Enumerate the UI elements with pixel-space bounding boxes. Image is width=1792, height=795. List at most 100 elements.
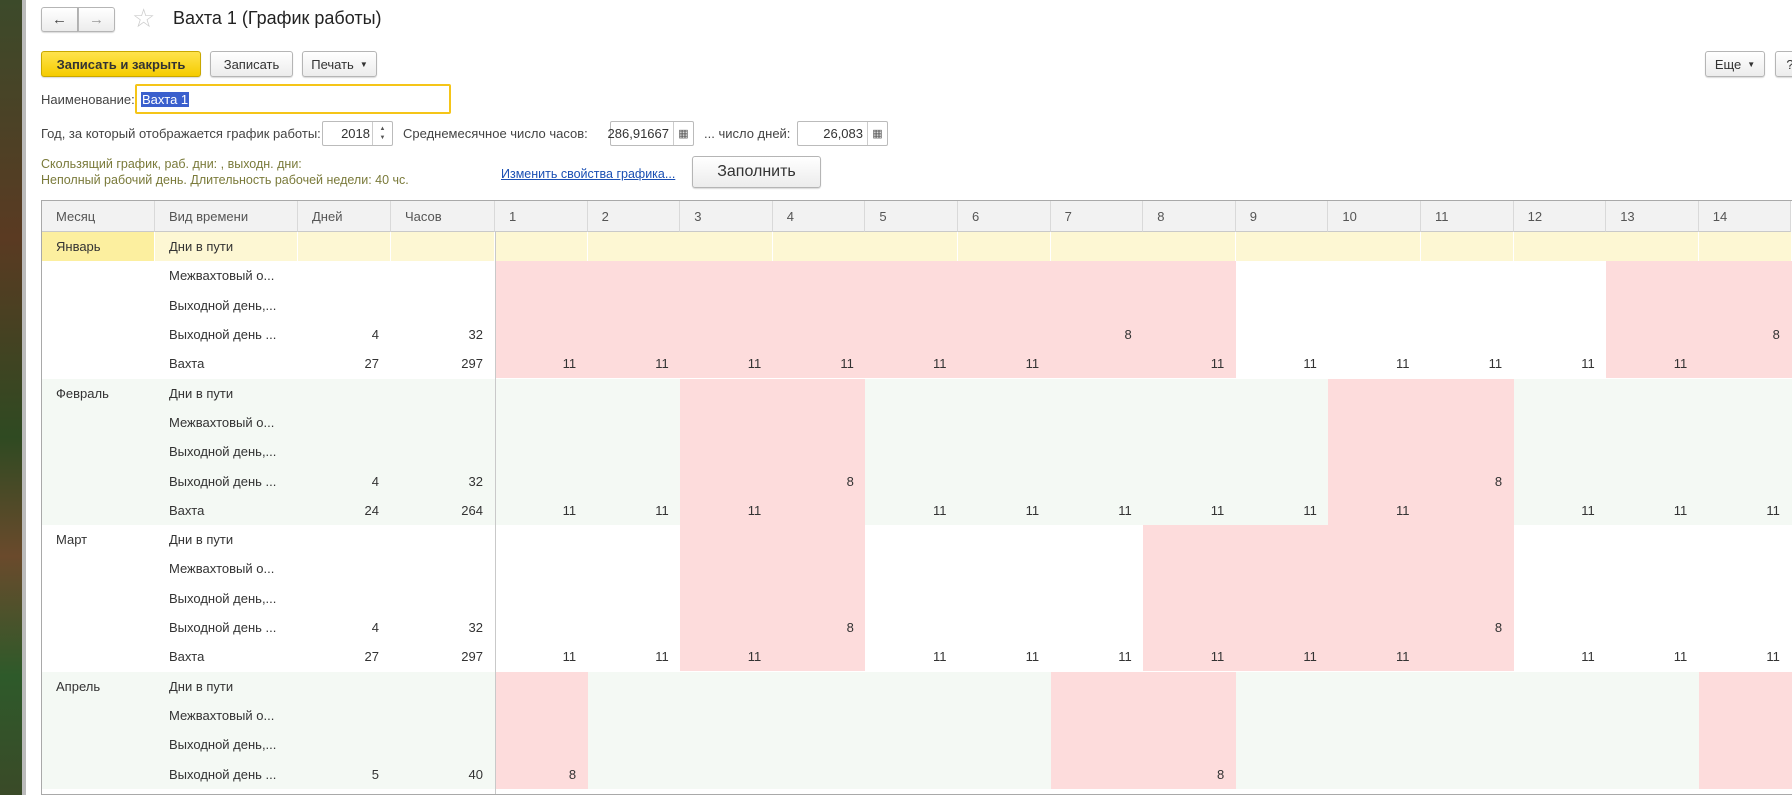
day-cell[interactable] bbox=[1513, 319, 1607, 350]
column-header[interactable]: 10 bbox=[1328, 201, 1421, 232]
day-cell[interactable] bbox=[772, 700, 866, 731]
day-cell[interactable] bbox=[772, 583, 866, 613]
day-cell[interactable] bbox=[1421, 759, 1515, 789]
day-cell[interactable]: 11 bbox=[680, 349, 774, 379]
day-cell[interactable] bbox=[1606, 466, 1700, 496]
day-cell[interactable] bbox=[680, 437, 774, 467]
day-cell[interactable] bbox=[865, 232, 959, 262]
day-cell[interactable] bbox=[1050, 612, 1144, 643]
day-cell[interactable] bbox=[1328, 583, 1422, 613]
day-cell[interactable] bbox=[958, 407, 1052, 438]
day-cell[interactable] bbox=[772, 554, 866, 584]
day-cell[interactable] bbox=[1698, 261, 1792, 291]
month-cell[interactable] bbox=[42, 730, 155, 760]
days-cell[interactable] bbox=[298, 290, 391, 320]
day-cell[interactable] bbox=[865, 700, 959, 731]
day-cell[interactable] bbox=[1143, 407, 1237, 438]
hours-cell[interactable] bbox=[391, 525, 495, 555]
day-cell[interactable] bbox=[1698, 290, 1792, 320]
days-cell[interactable] bbox=[298, 554, 391, 584]
day-cell[interactable] bbox=[1143, 378, 1237, 408]
day-cell[interactable] bbox=[958, 700, 1052, 731]
day-cell[interactable] bbox=[1143, 671, 1237, 701]
day-cell[interactable] bbox=[958, 261, 1052, 291]
day-cell[interactable] bbox=[865, 612, 959, 643]
day-cell[interactable] bbox=[865, 583, 959, 613]
hours-cell[interactable] bbox=[391, 378, 495, 408]
day-cell[interactable] bbox=[495, 612, 589, 643]
hours-cell[interactable] bbox=[391, 554, 495, 584]
day-cell[interactable] bbox=[1606, 437, 1700, 467]
time-type-cell[interactable]: Межвахтовый о... bbox=[155, 261, 298, 291]
day-cell[interactable] bbox=[680, 290, 774, 320]
day-cell[interactable] bbox=[865, 407, 959, 438]
day-cell[interactable] bbox=[495, 525, 589, 555]
day-cell[interactable] bbox=[958, 671, 1052, 701]
day-cell[interactable]: 11 bbox=[1235, 495, 1329, 525]
month-cell[interactable] bbox=[42, 583, 155, 613]
day-cell[interactable] bbox=[680, 407, 774, 438]
day-cell[interactable]: 8 bbox=[1421, 466, 1515, 496]
time-type-cell[interactable]: Выходной день,... bbox=[155, 290, 298, 320]
day-cell[interactable]: 11 bbox=[1513, 495, 1607, 525]
day-cell[interactable] bbox=[1328, 261, 1422, 291]
day-cell[interactable] bbox=[1143, 466, 1237, 496]
time-type-cell[interactable]: Выходной день ... bbox=[155, 612, 298, 643]
days-cell[interactable]: 4 bbox=[298, 319, 391, 350]
day-cell[interactable] bbox=[1328, 466, 1422, 496]
day-cell[interactable] bbox=[1698, 407, 1792, 438]
day-cell[interactable]: 11 bbox=[1050, 495, 1144, 525]
day-cell[interactable] bbox=[495, 700, 589, 731]
day-cell[interactable] bbox=[587, 612, 681, 643]
column-header[interactable]: Вид времени bbox=[155, 201, 298, 232]
day-cell[interactable] bbox=[1421, 525, 1515, 555]
day-cell[interactable] bbox=[1328, 437, 1422, 467]
day-cell[interactable] bbox=[1143, 525, 1237, 555]
spinner-icon[interactable]: ▲ ▼ bbox=[372, 122, 392, 145]
day-cell[interactable] bbox=[772, 319, 866, 350]
day-cell[interactable] bbox=[1235, 290, 1329, 320]
day-cell[interactable] bbox=[1698, 554, 1792, 584]
day-cell[interactable] bbox=[587, 525, 681, 555]
day-cell[interactable] bbox=[1513, 612, 1607, 643]
day-cell[interactable]: 11 bbox=[587, 642, 681, 672]
day-cell[interactable] bbox=[1421, 407, 1515, 438]
day-cell[interactable] bbox=[1235, 671, 1329, 701]
day-cell[interactable] bbox=[680, 466, 774, 496]
month-cell[interactable]: Март bbox=[42, 525, 155, 555]
day-cell[interactable] bbox=[1698, 437, 1792, 467]
day-cell[interactable] bbox=[1050, 525, 1144, 555]
day-cell[interactable]: 11 bbox=[1143, 495, 1237, 525]
day-cell[interactable] bbox=[1421, 554, 1515, 584]
day-cell[interactable] bbox=[680, 730, 774, 760]
day-cell[interactable] bbox=[1606, 407, 1700, 438]
days-cell[interactable]: 4 bbox=[298, 466, 391, 496]
time-type-cell[interactable]: Выходной день,... bbox=[155, 583, 298, 613]
day-cell[interactable]: 11 bbox=[1328, 495, 1422, 525]
day-cell[interactable] bbox=[1513, 437, 1607, 467]
hours-cell[interactable]: 32 bbox=[391, 612, 495, 643]
time-type-cell[interactable]: Дни в пути bbox=[155, 378, 298, 408]
column-header[interactable]: 3 bbox=[680, 201, 773, 232]
day-cell[interactable]: 11 bbox=[958, 495, 1052, 525]
day-cell[interactable] bbox=[865, 261, 959, 291]
day-cell[interactable] bbox=[958, 290, 1052, 320]
day-cell[interactable] bbox=[1050, 671, 1144, 701]
help-button[interactable]: ? bbox=[1775, 51, 1792, 77]
day-cell[interactable] bbox=[680, 554, 774, 584]
day-cell[interactable] bbox=[1513, 378, 1607, 408]
column-header[interactable]: 13 bbox=[1606, 201, 1699, 232]
day-cell[interactable]: 11 bbox=[495, 349, 589, 379]
day-cell[interactable] bbox=[1606, 290, 1700, 320]
day-cell[interactable] bbox=[1513, 407, 1607, 438]
day-cell[interactable] bbox=[587, 407, 681, 438]
star-icon[interactable]: ☆ bbox=[132, 3, 156, 33]
day-cell[interactable] bbox=[680, 525, 774, 555]
day-cell[interactable] bbox=[587, 466, 681, 496]
day-cell[interactable] bbox=[1421, 437, 1515, 467]
day-cell[interactable] bbox=[587, 700, 681, 731]
time-type-cell[interactable]: Вахта bbox=[155, 642, 298, 672]
hours-cell[interactable]: 264 bbox=[391, 495, 495, 525]
column-header[interactable]: 11 bbox=[1421, 201, 1514, 232]
day-cell[interactable] bbox=[1328, 671, 1422, 701]
